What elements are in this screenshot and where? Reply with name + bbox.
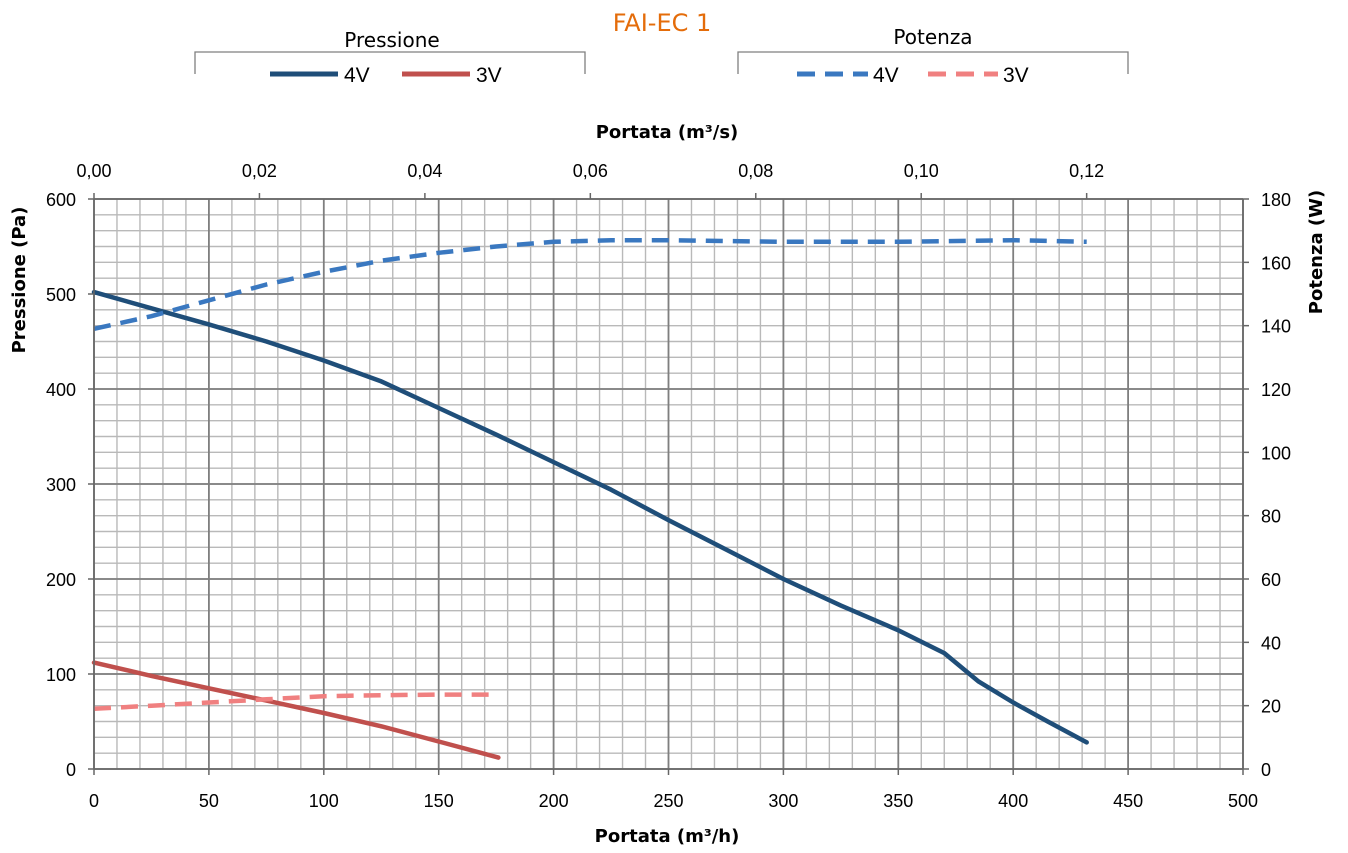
x-tick-label-top: 0,08 bbox=[738, 161, 773, 181]
y-tick-label-left: 0 bbox=[66, 760, 76, 780]
legend-group-potenza: Potenza 4V 3V bbox=[737, 25, 1129, 87]
x-tick-label-bottom: 500 bbox=[1228, 791, 1258, 811]
y-tick-label-right: 180 bbox=[1261, 190, 1291, 210]
series-potenza-4v bbox=[93, 237, 1087, 331]
y-tick-label-right: 120 bbox=[1261, 380, 1291, 400]
y-axis-left-title: Pressione (Pa) bbox=[9, 207, 30, 354]
chart-title: FAI-EC 1 bbox=[613, 9, 712, 37]
x-tick-label-top: 0,02 bbox=[242, 161, 277, 181]
series-pressione-3v bbox=[91, 660, 501, 760]
y-tick-label-right: 140 bbox=[1261, 317, 1291, 337]
legend-label-pressione-4v: 4V bbox=[344, 64, 370, 87]
y-tick-label-left: 600 bbox=[46, 190, 76, 210]
y-tick-label-right: 0 bbox=[1261, 760, 1271, 780]
x-tick-label-bottom: 350 bbox=[883, 791, 913, 811]
x-tick-label-bottom: 150 bbox=[424, 791, 454, 811]
x-tick-label-bottom: 0 bbox=[89, 791, 99, 811]
legend-group-pressione: Pressione 4V 3V bbox=[194, 28, 586, 87]
y-axis-right-title: Potenza (W) bbox=[1306, 190, 1327, 314]
series-pressione-4v bbox=[91, 289, 1089, 745]
y-tick-label-right: 40 bbox=[1261, 633, 1281, 653]
legend-label-pressione-3v: 3V bbox=[476, 64, 502, 87]
y-tick-label-left: 500 bbox=[46, 285, 76, 305]
x-axis-top-title: Portata (m³/s) bbox=[596, 122, 739, 143]
series-layer bbox=[91, 237, 1089, 760]
x-tick-label-top: 0,00 bbox=[76, 161, 111, 181]
legend-label-potenza-3v: 3V bbox=[1003, 64, 1029, 87]
x-tick-label-top: 0,10 bbox=[904, 161, 939, 181]
y-tick-label-left: 300 bbox=[46, 475, 76, 495]
x-axis-bottom-title: Portata (m³/h) bbox=[595, 826, 740, 847]
x-tick-label-bottom: 450 bbox=[1113, 791, 1143, 811]
legend-group-title-potenza: Potenza bbox=[893, 25, 972, 49]
legend-bracket-pressione bbox=[194, 51, 586, 74]
legend-group-title-pressione: Pressione bbox=[344, 28, 439, 52]
x-tick-label-bottom: 50 bbox=[199, 791, 219, 811]
y-tick-label-left: 200 bbox=[46, 570, 76, 590]
y-tick-label-right: 20 bbox=[1261, 697, 1281, 717]
y-tick-label-right: 160 bbox=[1261, 253, 1291, 273]
y-tick-label-right: 100 bbox=[1261, 443, 1291, 463]
x-tick-label-bottom: 400 bbox=[998, 791, 1028, 811]
legend-bracket-potenza bbox=[737, 51, 1129, 74]
y-tick-label-right: 80 bbox=[1261, 507, 1281, 527]
x-tick-label-bottom: 250 bbox=[653, 791, 683, 811]
y-tick-label-left: 400 bbox=[46, 380, 76, 400]
y-tick-label-left: 100 bbox=[46, 665, 76, 685]
x-tick-label-top: 0,04 bbox=[407, 161, 442, 181]
x-tick-label-top: 0,12 bbox=[1069, 161, 1104, 181]
y-tick-label-right: 60 bbox=[1261, 570, 1281, 590]
x-tick-label-bottom: 300 bbox=[768, 791, 798, 811]
series-potenza-3v bbox=[93, 692, 499, 712]
x-tick-label-bottom: 100 bbox=[309, 791, 339, 811]
x-tick-label-bottom: 200 bbox=[539, 791, 569, 811]
x-tick-label-top: 0,06 bbox=[573, 161, 608, 181]
legend-label-potenza-4v: 4V bbox=[873, 64, 899, 87]
